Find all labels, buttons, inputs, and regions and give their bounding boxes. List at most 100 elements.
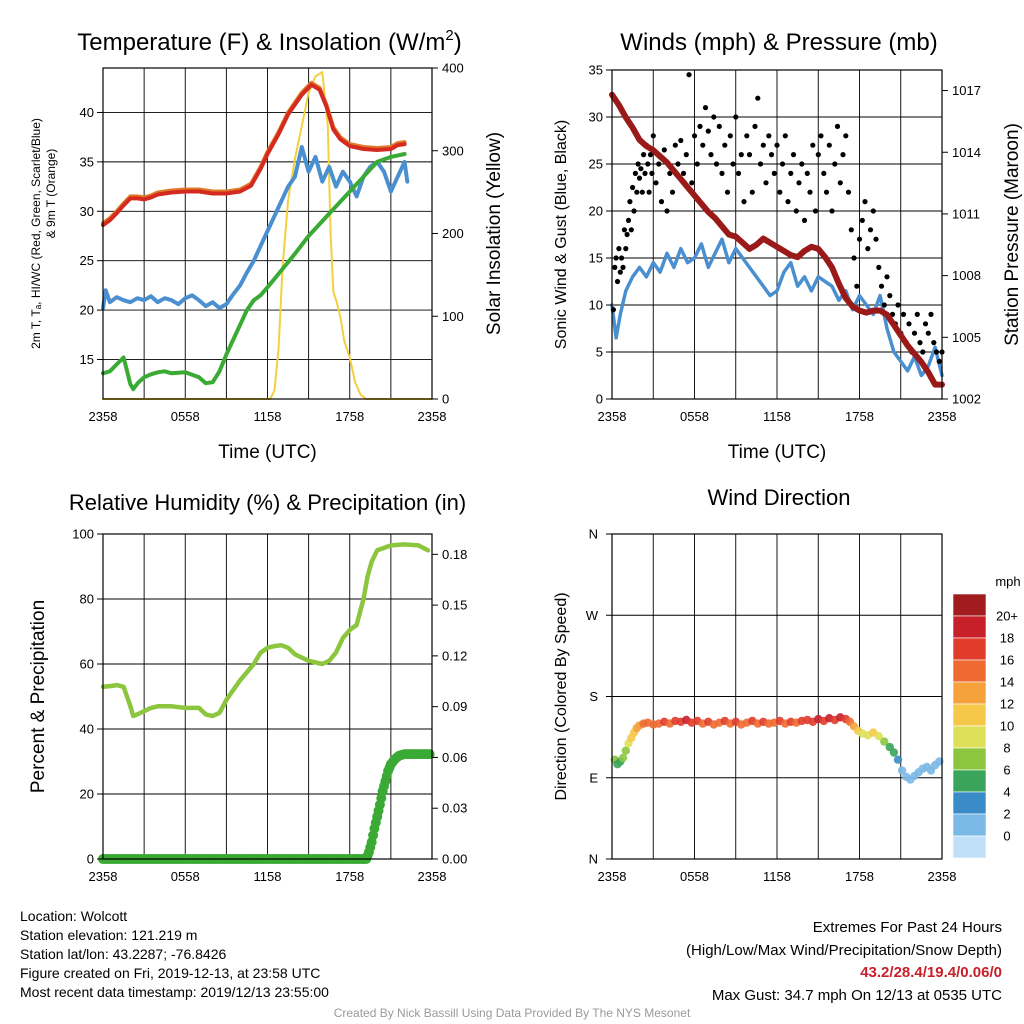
temp-y2-tick-label: 0 (442, 392, 449, 407)
rh-y2-tick-label: 0.12 (442, 648, 467, 663)
temp-y-tick-label: 25 (80, 253, 94, 268)
wind-gust-point (616, 246, 622, 252)
temp-series-line (101, 82, 407, 228)
extremes-panel: Extremes For Past 24 Hours (High/Low/Max… (686, 917, 1002, 1007)
legend-swatch (952, 813, 987, 837)
wind-gust-point (691, 133, 698, 139)
legend-swatch (952, 703, 987, 727)
wind-y2-tick-label: 1011 (952, 206, 980, 221)
temp-y2-tick-label: 200 (442, 226, 464, 241)
legend-swatch (952, 769, 987, 793)
station-location: Location: Wolcott (20, 908, 128, 924)
dir-point (893, 755, 903, 764)
dir-point (874, 732, 883, 741)
wind-gust-point (735, 170, 742, 176)
wind-gust-point (845, 189, 852, 195)
wind-y-tick-label: 0 (596, 392, 603, 407)
temp-y-tick-label: 30 (80, 204, 94, 219)
wind-gust-point (724, 189, 731, 195)
dir-x-tick-label: 2358 (598, 869, 627, 884)
legend-swatch (952, 637, 987, 661)
station-elevation: Station elevation: 121.219 m (20, 927, 198, 943)
legend-label: 20+ (996, 609, 1018, 624)
temp-y-tick-label: 15 (80, 352, 94, 367)
credit-line: Created By Nick Bassill Using Data Provi… (333, 1006, 691, 1020)
station-info: Location: Wolcott Station elevation: 121… (20, 907, 329, 1002)
wind-gust-point (619, 255, 625, 261)
wind-y2-tick-label: 1017 (952, 83, 981, 98)
legend-label: 12 (1000, 697, 1014, 712)
rh-y2-tick-label: 0.03 (442, 801, 467, 816)
dir-point (618, 753, 628, 763)
wind-gust-point (738, 152, 744, 158)
extremes-subtitle: (High/Low/Max Wind/Precipitation/Snow De… (686, 941, 1002, 959)
temp-series-line (101, 80, 407, 226)
wind-gust-point (851, 255, 857, 261)
wind-gust-point (683, 152, 689, 158)
wind-y-tick-label: 5 (596, 345, 603, 360)
legend-swatch (952, 681, 987, 705)
wind-gust-point (669, 189, 676, 195)
wind-gust-point (702, 105, 709, 111)
wind-y-tick-label: 30 (589, 110, 603, 125)
rh-x-tick-label: 2358 (89, 869, 118, 884)
wind-gust-point (752, 123, 758, 129)
rh-x-tick-label: 1758 (335, 869, 364, 884)
legend-title: mph (995, 574, 1020, 589)
dir-x-tick-label: 2358 (928, 869, 957, 884)
rh-x-tick-label: 1158 (254, 869, 282, 884)
wind-gust-point (612, 264, 618, 270)
wind-gust-point (713, 161, 720, 167)
temp-title-close: ) (454, 29, 462, 56)
legend-swatch (952, 659, 987, 683)
wind-speed-line (610, 237, 944, 378)
wind-gust-point (632, 170, 639, 176)
wind-y2-axis-label: Station Pressure (Maroon) (1002, 123, 1023, 346)
wind-x-tick-label: 2358 (598, 409, 627, 424)
wind-gust-point (911, 330, 918, 336)
legend-swatch (952, 791, 987, 815)
pressure-line (609, 91, 945, 388)
legend-label: 4 (1003, 785, 1010, 800)
wind-gust-point (936, 358, 942, 364)
legend-label: 6 (1003, 763, 1010, 778)
temp-x-tick-label: 2358 (418, 409, 447, 424)
wind-gust-point (763, 180, 769, 186)
legend-label: 8 (1003, 741, 1010, 756)
dir-x-tick-label: 0558 (680, 869, 709, 884)
wind-x-tick-label: 1158 (763, 409, 791, 424)
wind-gust-point (620, 264, 626, 270)
wind-gust-point (801, 217, 808, 223)
dir-point (880, 737, 889, 746)
wind-gust-point (876, 264, 882, 270)
wind-gust-point (848, 227, 854, 233)
wind-gust-point (826, 142, 832, 148)
wind-gust-point (774, 142, 780, 148)
temp-series-line (101, 145, 410, 311)
rh-y-tick-label: 40 (80, 722, 94, 737)
wind-gust-point (733, 114, 739, 120)
wind-gust-point (854, 283, 860, 289)
wind-gust-point (653, 180, 659, 186)
wind-gust-point (749, 189, 755, 195)
wind-gust-point (922, 321, 929, 327)
wind-gust-point (678, 137, 684, 144)
dir-x-tick-label: 1758 (845, 869, 874, 884)
wind-x-tick-label: 0558 (680, 409, 709, 424)
wind-gust-point (788, 170, 794, 176)
wind-gust-point (815, 152, 821, 158)
legend-swatch (952, 615, 987, 639)
wind-gust-point (821, 170, 827, 176)
wind-gust-point (634, 189, 640, 195)
wind-gust-point (646, 189, 652, 195)
temp-title-superscript: 2 (445, 27, 453, 44)
wind-gust-point (727, 133, 733, 139)
recent-timestamp: Most recent data timestamp: 2019/12/13 2… (20, 984, 329, 1000)
wind-gust-point (719, 170, 725, 176)
wind-gust-point (878, 283, 885, 289)
wind-gust-point (840, 152, 846, 158)
wind-gust-point (884, 274, 890, 280)
wind-gust-point (906, 321, 912, 327)
wind-gust-point (895, 302, 901, 308)
rh-y2-tick-label: 0.06 (442, 750, 467, 765)
